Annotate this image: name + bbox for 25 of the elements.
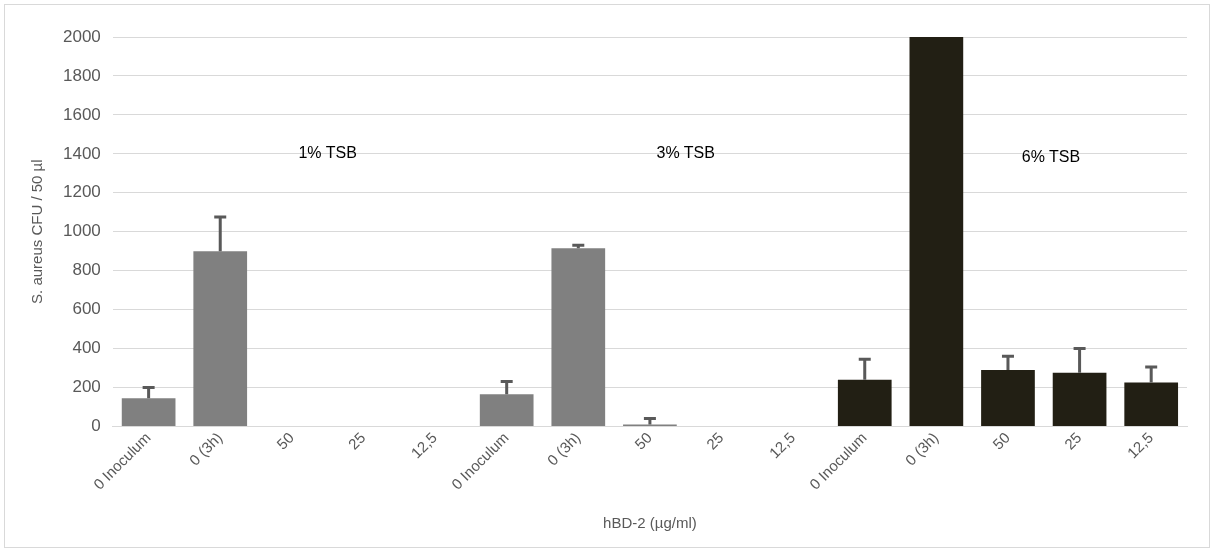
x-tick-label: 50 — [631, 428, 655, 453]
x-tick-label: 25 — [344, 428, 369, 453]
x-tick-label: 0 (3h) — [901, 428, 942, 469]
x-axis-title: hBD-2 (µg/ml) — [603, 514, 697, 532]
y-tick-label: 1600 — [62, 104, 101, 124]
y-tick-label: 200 — [72, 377, 101, 397]
y-tick-label: 1800 — [62, 65, 101, 85]
y-tick-label: 800 — [72, 260, 101, 280]
y-tick-label: 1000 — [62, 221, 101, 241]
y-tick-label: 1400 — [62, 143, 101, 163]
y-tick-label: 1200 — [62, 182, 101, 202]
x-tick-label: 25 — [1060, 428, 1085, 453]
y-tick-label: 2000 — [62, 26, 101, 46]
y-tick-label: 400 — [72, 338, 101, 358]
x-tick-label: 50 — [273, 428, 297, 453]
y-tick-label: 600 — [72, 299, 101, 319]
x-tick-label: 0 (3h) — [543, 428, 584, 469]
y-tick-label: 0 — [91, 416, 101, 436]
annotation: 3% TSB — [656, 144, 715, 162]
annotation: 6% TSB — [1021, 148, 1081, 166]
x-tick-label: 50 — [989, 428, 1014, 453]
y-axis-title: S. aureus CFU / 50 µl — [28, 159, 46, 304]
annotation: 1% TSB — [298, 144, 357, 162]
x-tick-label: 25 — [702, 428, 727, 453]
x-tick-label: 0 (3h) — [185, 428, 226, 469]
